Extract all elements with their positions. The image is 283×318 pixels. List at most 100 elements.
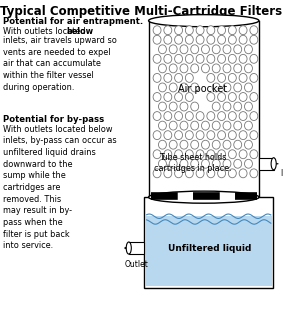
- Circle shape: [169, 83, 177, 92]
- Circle shape: [153, 131, 161, 140]
- Circle shape: [164, 112, 172, 121]
- Bar: [144, 197, 273, 288]
- Circle shape: [218, 35, 226, 44]
- Circle shape: [164, 150, 172, 159]
- Circle shape: [180, 102, 188, 111]
- Circle shape: [207, 54, 215, 63]
- Circle shape: [153, 112, 161, 121]
- Circle shape: [153, 26, 161, 35]
- Circle shape: [201, 45, 209, 54]
- Circle shape: [212, 83, 220, 92]
- Circle shape: [164, 35, 172, 44]
- Circle shape: [228, 112, 236, 121]
- Circle shape: [218, 169, 226, 178]
- Ellipse shape: [126, 242, 131, 254]
- Circle shape: [234, 45, 242, 54]
- Ellipse shape: [271, 158, 276, 170]
- Circle shape: [239, 112, 247, 121]
- Circle shape: [234, 83, 242, 92]
- Circle shape: [158, 102, 166, 111]
- Circle shape: [239, 93, 247, 101]
- Circle shape: [239, 35, 247, 44]
- Circle shape: [185, 169, 193, 178]
- Circle shape: [223, 159, 231, 168]
- Circle shape: [250, 54, 258, 63]
- Circle shape: [185, 26, 193, 35]
- Circle shape: [212, 64, 220, 73]
- Circle shape: [250, 73, 258, 82]
- Circle shape: [245, 121, 252, 130]
- Circle shape: [234, 140, 242, 149]
- Circle shape: [185, 131, 193, 140]
- Circle shape: [196, 54, 204, 63]
- Text: With outlets located below
inlets, by-pass can occur as
unfiltered liquid drains: With outlets located below inlets, by-pa…: [3, 125, 117, 250]
- Circle shape: [201, 159, 209, 168]
- Circle shape: [239, 26, 247, 35]
- Circle shape: [180, 121, 188, 130]
- Circle shape: [250, 35, 258, 44]
- Circle shape: [164, 131, 172, 140]
- Circle shape: [164, 93, 172, 101]
- Circle shape: [153, 73, 161, 82]
- Circle shape: [196, 150, 204, 159]
- Circle shape: [212, 159, 220, 168]
- Circle shape: [153, 54, 161, 63]
- Circle shape: [234, 102, 242, 111]
- Circle shape: [250, 26, 258, 35]
- Circle shape: [207, 150, 215, 159]
- Circle shape: [228, 35, 236, 44]
- Circle shape: [191, 64, 199, 73]
- Circle shape: [158, 159, 166, 168]
- Circle shape: [212, 140, 220, 149]
- Circle shape: [169, 159, 177, 168]
- Circle shape: [196, 26, 204, 35]
- Circle shape: [153, 169, 161, 178]
- Circle shape: [223, 64, 231, 73]
- Circle shape: [158, 45, 166, 54]
- Circle shape: [175, 169, 183, 178]
- Circle shape: [218, 93, 226, 101]
- Circle shape: [164, 26, 172, 35]
- Circle shape: [223, 140, 231, 149]
- Text: Tube sheet holds
cartridges in place.: Tube sheet holds cartridges in place.: [154, 153, 231, 173]
- Circle shape: [239, 73, 247, 82]
- Circle shape: [250, 169, 258, 178]
- Text: Unfiltered liquid: Unfiltered liquid: [168, 244, 251, 252]
- Circle shape: [218, 73, 226, 82]
- Circle shape: [245, 140, 252, 149]
- Circle shape: [185, 73, 193, 82]
- Circle shape: [196, 112, 204, 121]
- Circle shape: [153, 150, 161, 159]
- Ellipse shape: [149, 15, 259, 27]
- Bar: [149, 21, 259, 197]
- Circle shape: [207, 169, 215, 178]
- Bar: [146, 216, 272, 286]
- Circle shape: [239, 150, 247, 159]
- Circle shape: [164, 169, 172, 178]
- Circle shape: [250, 150, 258, 159]
- Circle shape: [201, 140, 209, 149]
- Circle shape: [245, 83, 252, 92]
- Circle shape: [234, 121, 242, 130]
- Circle shape: [228, 93, 236, 101]
- Circle shape: [175, 112, 183, 121]
- Circle shape: [228, 73, 236, 82]
- Text: Potential for air entrapment.: Potential for air entrapment.: [3, 17, 143, 26]
- Circle shape: [228, 150, 236, 159]
- Circle shape: [245, 64, 252, 73]
- Circle shape: [223, 102, 231, 111]
- Circle shape: [239, 54, 247, 63]
- Circle shape: [223, 83, 231, 92]
- Circle shape: [239, 131, 247, 140]
- Circle shape: [191, 83, 199, 92]
- Text: Typical Competitive Multi-Cartridge Filters: Typical Competitive Multi-Cartridge Filt…: [1, 5, 282, 18]
- Circle shape: [169, 140, 177, 149]
- Circle shape: [196, 131, 204, 140]
- Circle shape: [191, 102, 199, 111]
- Circle shape: [228, 131, 236, 140]
- Circle shape: [207, 26, 215, 35]
- Circle shape: [250, 112, 258, 121]
- Ellipse shape: [149, 191, 259, 203]
- Circle shape: [218, 26, 226, 35]
- Circle shape: [175, 26, 183, 35]
